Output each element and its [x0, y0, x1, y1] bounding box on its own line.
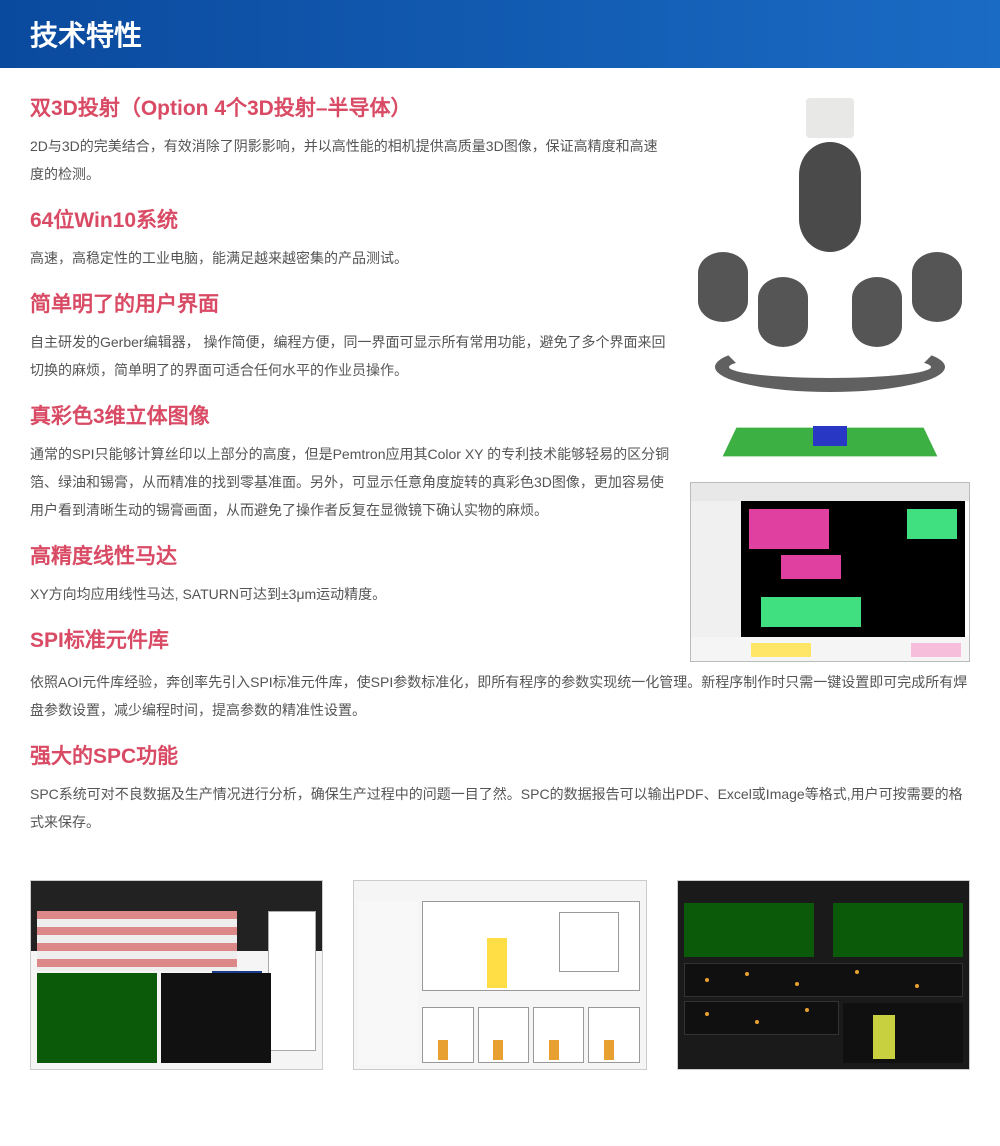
section-body-spi-library: 依照AOI元件库经验，奔创率先引入SPI标准元件库，使SPI参数标准化，即所有程…: [30, 668, 970, 724]
section-title-spi-library: SPI标准元件库: [30, 624, 670, 654]
trend-point-icon: [855, 970, 859, 974]
pcb-thumbnail: [684, 903, 814, 957]
mini-chart: [478, 1007, 529, 1063]
mini-chart: [533, 1007, 584, 1063]
section-body-3d-projection: 2D与3D的完美结合，有效消除了阴影影响，并以高性能的相机提供高质量3D图像，保…: [30, 132, 670, 188]
projector-satellite-icon: [852, 277, 902, 347]
section-title-win10: 64位Win10系统: [30, 204, 670, 234]
trend-point-icon: [705, 978, 709, 982]
bottom-screenshots-row: [0, 880, 1000, 1070]
main-row: 双3D投射（Option 4个3D投射–半导体） 2D与3D的完美结合，有效消除…: [30, 92, 970, 664]
projector-device-image: [690, 92, 970, 472]
param-sidebar: [358, 901, 418, 1065]
section-title-ui: 简单明了的用户界面: [30, 288, 670, 318]
trend-point-icon: [795, 982, 799, 986]
histogram-panel: [843, 1003, 963, 1063]
projector-satellite-icon: [698, 252, 748, 322]
header-bar: 技术特性: [0, 0, 1000, 68]
section-body-ui: 自主研发的Gerber编辑器， 操作简便，编程方便，同一界面可显示所有常用功能，…: [30, 328, 670, 384]
defect-table: [37, 911, 237, 971]
section-title-3d-projection: 双3D投射（Option 4个3D投射–半导体）: [30, 92, 670, 122]
text-column: 双3D投射（Option 4个3D投射–半导体） 2D与3D的完美结合，有效消除…: [30, 92, 670, 664]
full-width-text: 依照AOI元件库经验，奔创率先引入SPI标准元件库，使SPI参数标准化，即所有程…: [30, 668, 970, 836]
pcb-view: [37, 973, 157, 1063]
projector-light-ring: [715, 342, 945, 392]
trend-chart: [684, 1001, 839, 1035]
page-title: 技术特性: [30, 20, 142, 51]
section-title-linear-motor: 高精度线性马达: [30, 540, 670, 570]
gerber-trace: [907, 509, 957, 539]
spc-defect-analysis-screenshot: [30, 880, 323, 1070]
projector-top-module: [806, 98, 854, 138]
side-panel: [268, 911, 316, 1051]
gerber-sidebar: [691, 501, 741, 637]
projector-satellite-icon: [912, 252, 962, 322]
mini-chart: [588, 1007, 639, 1063]
section-body-3d-image: 通常的SPI只能够计算丝印以上部分的高度，但是Pemtron应用其Color X…: [30, 440, 670, 524]
gerber-trace: [761, 597, 861, 627]
section-body-linear-motor: XY方向均应用线性马达, SATURN可达到±3μm运动精度。: [30, 580, 670, 608]
section-body-win10: 高速，高稳定性的工业电脑，能满足越来越密集的产品测试。: [30, 244, 670, 272]
mini-chart: [422, 1007, 473, 1063]
gerber-canvas: [741, 501, 965, 637]
gerber-status-chip: [911, 643, 961, 657]
gerber-status-chip: [751, 643, 811, 657]
gerber-trace: [749, 509, 829, 549]
histogram-peak: [487, 938, 507, 988]
histogram-chart: [422, 901, 639, 991]
section-body-spc: SPC系统可对不良数据及生产情况进行分析，确保生产过程中的问题一目了然。SPC的…: [30, 780, 970, 836]
image-column: [690, 92, 970, 664]
projector-satellite-icon: [758, 277, 808, 347]
content-area: 双3D投射（Option 4个3D投射–半导体） 2D与3D的完美结合，有效消除…: [0, 92, 1000, 856]
gerber-statusbar: [691, 637, 969, 661]
pcb-thumbnail: [833, 903, 963, 957]
spc-trend-dashboard-screenshot: [677, 880, 970, 1070]
gerber-trace: [781, 555, 841, 579]
trend-chart: [684, 963, 963, 997]
component-grid: [161, 973, 271, 1063]
section-title-spc: 强大的SPC功能: [30, 740, 970, 770]
trend-point-icon: [805, 1008, 809, 1012]
trend-point-icon: [705, 1012, 709, 1016]
trend-point-icon: [755, 1020, 759, 1024]
section-title-3d-image: 真彩色3维立体图像: [30, 400, 670, 430]
projector-camera: [799, 142, 861, 252]
spc-histogram-screenshot: [353, 880, 646, 1070]
trend-point-icon: [915, 984, 919, 988]
mini-charts-row: [422, 1007, 639, 1063]
crosshair-view: [559, 912, 619, 972]
gerber-editor-screenshot: [690, 482, 970, 662]
trend-point-icon: [745, 972, 749, 976]
pcb-chip: [813, 426, 847, 446]
gerber-toolbar: [691, 483, 969, 501]
